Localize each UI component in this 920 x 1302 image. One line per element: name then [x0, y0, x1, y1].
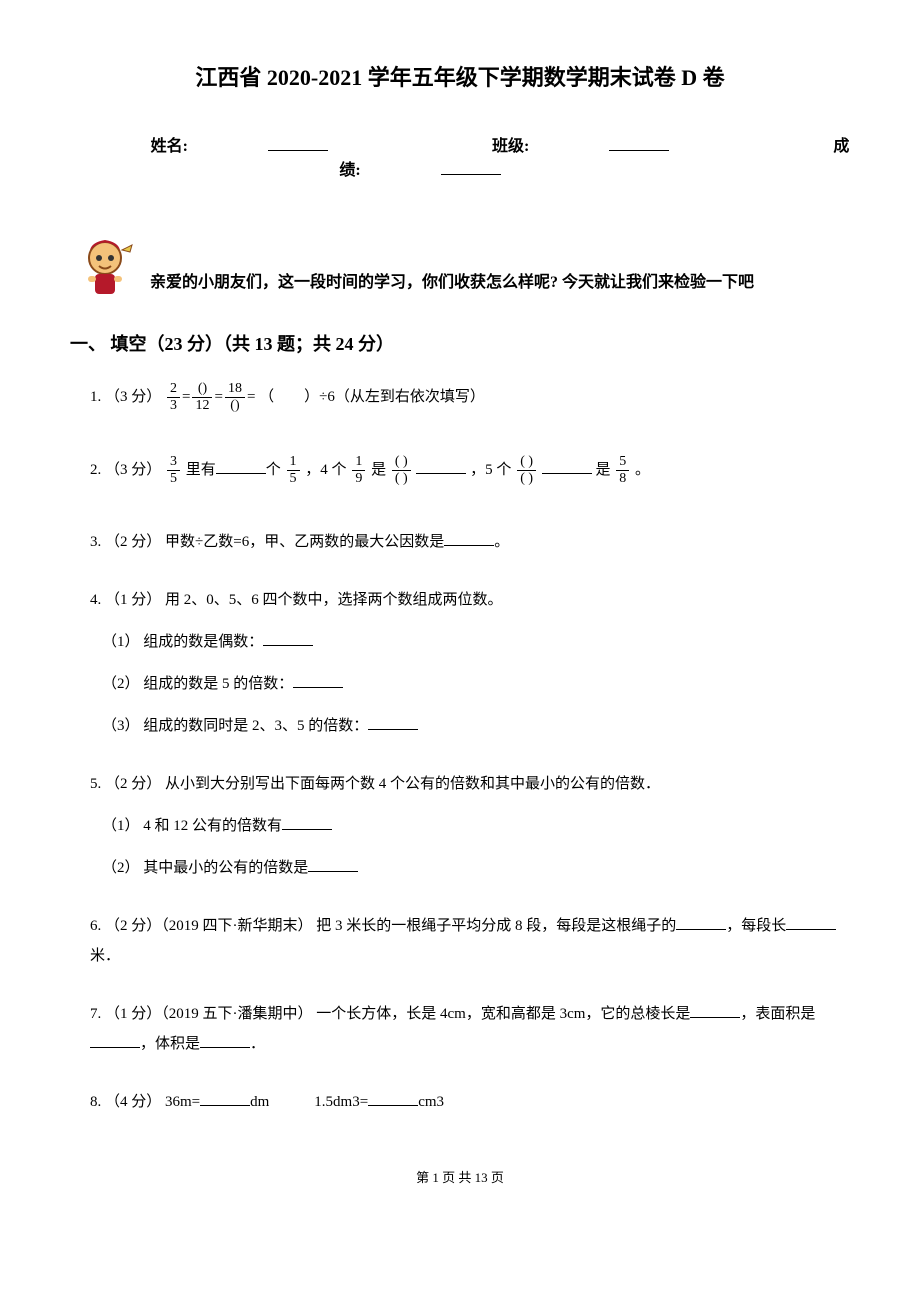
q1-label: 1. （3 分）	[90, 389, 161, 405]
q4-blank3[interactable]	[368, 714, 418, 730]
q8-blank2[interactable]	[368, 1090, 418, 1106]
q8-blank1[interactable]	[200, 1090, 250, 1106]
q4-sub3: （3） 组成的数同时是 2、3、5 的倍数：	[102, 711, 850, 741]
q1-frac3: 18 ()	[225, 382, 245, 413]
class-blank[interactable]	[609, 134, 669, 151]
q2-frac-paren2	[517, 455, 536, 486]
q7-tail: ．	[250, 1036, 265, 1052]
q6-label: 6. （2 分）（2019 四下·新华期末） 把 3 米长的一根绳子平均分成 8…	[90, 918, 676, 934]
q4-label: 4. （1 分） 用 2、0、5、6 四个数中，选择两个数组成两位数。	[90, 585, 850, 615]
q2-label: 2. （3 分）	[90, 462, 161, 478]
q5-sub1: （1） 4 和 12 公有的倍数有	[102, 811, 850, 841]
q6-mid: ，每段长	[726, 918, 786, 934]
q2-frac-3-5: 35	[167, 455, 180, 486]
question-2: 2. （3 分） 35 里有个 15 ，4 个 19 是 ，5 个 是 58 。	[70, 454, 850, 487]
q2-blank2[interactable]	[416, 458, 466, 474]
q5-sub2: （2） 其中最小的公有的倍数是	[102, 853, 850, 883]
score-blank[interactable]	[441, 158, 501, 175]
question-6: 6. （2 分）（2019 四下·新华期末） 把 3 米长的一根绳子平均分成 8…	[70, 911, 850, 971]
q2-blank1[interactable]	[216, 458, 266, 474]
q8-label: 8. （4 分） 36m=	[90, 1094, 200, 1110]
q5-blank2[interactable]	[308, 856, 358, 872]
q7-blank2[interactable]	[90, 1032, 140, 1048]
q2-frac-paren1	[392, 455, 411, 486]
page-title: 江西省 2020-2021 学年五年级下学期数学期末试卷 D 卷	[70, 60, 850, 92]
q6-tail: 米．	[90, 948, 120, 964]
name-label: 姓名:	[151, 138, 188, 155]
q6-blank1[interactable]	[676, 914, 726, 930]
intro-text: 亲爱的小朋友们，这一段时间的学习，你们收获怎么样呢? 今天就让我们来检验一下吧	[150, 268, 754, 300]
name-blank[interactable]	[268, 134, 328, 151]
q4-blank2[interactable]	[293, 672, 343, 688]
q2-frac-1-9: 19	[352, 455, 365, 486]
question-5: 5. （2 分） 从小到大分别写出下面每两个数 4 个公有的倍数和其中最小的公有…	[70, 769, 850, 883]
q4-sub1: （1） 组成的数是偶数：	[102, 627, 850, 657]
page-footer: 第 1 页 共 13 页	[70, 1167, 850, 1186]
question-8: 8. （4 分） 36m= dm 1.5dm3= cm3	[70, 1087, 850, 1117]
header-fields: 姓名: 班级: 成绩:	[70, 132, 850, 180]
q7-blank3[interactable]	[200, 1032, 250, 1048]
q3-blank[interactable]	[444, 530, 494, 546]
q3-tail: 。	[494, 534, 509, 550]
q1-tail: （ ）÷6（从左到右依次填写）	[259, 389, 485, 405]
section-heading: 一、 填空（23 分）（共 13 题；共 24 分）	[70, 330, 850, 356]
class-label: 班级:	[492, 138, 529, 155]
question-4: 4. （1 分） 用 2、0、5、6 四个数中，选择两个数组成两位数。 （1） …	[70, 585, 850, 741]
q5-label: 5. （2 分） 从小到大分别写出下面每两个数 4 个公有的倍数和其中最小的公有…	[90, 769, 850, 799]
q6-blank2[interactable]	[786, 914, 836, 930]
q7-mid2: ，体积是	[140, 1036, 200, 1052]
question-7: 7. （1 分）（2019 五下·潘集期中） 一个长方体，长是 4cm，宽和高都…	[70, 999, 850, 1059]
q4-sub2: （2） 组成的数是 5 的倍数：	[102, 669, 850, 699]
q1-frac1: 2 3	[167, 382, 180, 413]
question-1: 1. （3 分） 2 3 = () 12 = 18 () = （ ）÷6（从左到…	[70, 381, 850, 414]
q8-mid2: cm3	[418, 1094, 444, 1110]
question-3: 3. （2 分） 甲数÷乙数=6，甲、乙两数的最大公因数是 。	[70, 527, 850, 557]
q4-blank1[interactable]	[263, 630, 313, 646]
mascot-icon	[70, 230, 140, 300]
q2-blank3[interactable]	[542, 458, 592, 474]
q3-label: 3. （2 分） 甲数÷乙数=6，甲、乙两数的最大公因数是	[90, 534, 444, 550]
q2-frac-5-8: 58	[616, 455, 629, 486]
q7-blank1[interactable]	[690, 1002, 740, 1018]
intro-row: 亲爱的小朋友们，这一段时间的学习，你们收获怎么样呢? 今天就让我们来检验一下吧	[70, 230, 850, 300]
q5-blank1[interactable]	[282, 814, 332, 830]
q8-mid1: dm 1.5dm3=	[250, 1094, 368, 1110]
q2-frac-1-5: 15	[287, 455, 300, 486]
q7-label: 7. （1 分）（2019 五下·潘集期中） 一个长方体，长是 4cm，宽和高都…	[90, 1006, 690, 1022]
q7-mid1: ，表面积是	[740, 1006, 815, 1022]
q1-frac2: () 12	[192, 382, 212, 413]
